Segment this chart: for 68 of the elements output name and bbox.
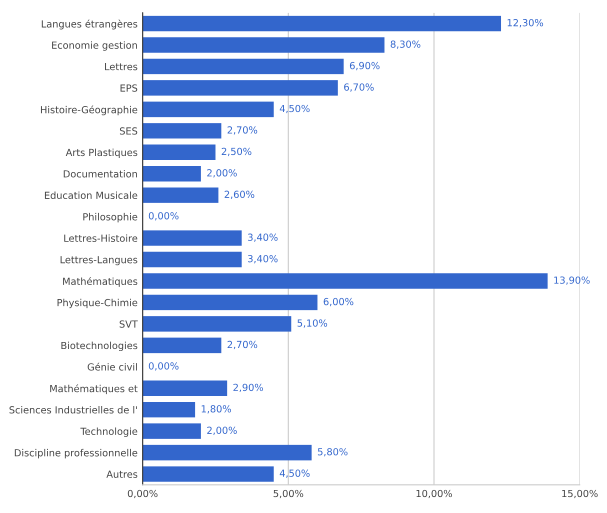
data-label: 4,50% (280, 470, 310, 478)
bar (142, 316, 292, 332)
y-tick-label: Biotechnologies (61, 342, 138, 352)
y-tick-label: Lettres-Langues (60, 256, 138, 266)
data-label: 5,80% (318, 448, 348, 456)
data-label: 5,10% (298, 319, 328, 328)
y-tick-label: Arts Plastiques (66, 148, 138, 158)
y-tick-label: Documentation (64, 170, 137, 178)
data-label: 4,50% (280, 104, 310, 114)
bar (142, 444, 312, 460)
y-tick-label: SES (120, 127, 138, 135)
y-tick-label: Autres (106, 470, 138, 478)
y-tick-label: Mathématiques et (50, 384, 138, 394)
data-label: 6,70% (344, 83, 374, 92)
bar (142, 166, 201, 182)
bar (142, 16, 502, 32)
bar (142, 58, 344, 74)
y-tick-label: SVT (120, 320, 138, 328)
data-label: 2,70% (228, 340, 258, 350)
bar (142, 423, 201, 439)
y-tick-label: Sciences Industrielles de l' (10, 406, 137, 414)
bar (142, 102, 274, 118)
data-label: 2,60% (224, 190, 254, 199)
data-label: 12,30% (508, 19, 544, 28)
y-tick-label: Economie gestion (52, 41, 137, 51)
y-tick-label: Technologie (80, 427, 138, 437)
data-label: 3,40% (248, 255, 278, 264)
x-tick-label: 15,00% (562, 490, 598, 498)
y-tick-label: Philosophie (83, 212, 138, 222)
data-label: 6,00% (324, 298, 354, 306)
y-tick-label: Education Musicale (44, 191, 138, 200)
bar (142, 466, 274, 482)
x-tick-label: 10,00% (416, 490, 452, 498)
y-tick-label: Lettres-Histoire (64, 234, 138, 242)
data-label: 0,00% (148, 362, 179, 371)
data-label: 1,80% (202, 405, 231, 414)
y-tick-label: EPS (120, 84, 138, 92)
bar (142, 230, 242, 246)
bar (142, 144, 216, 160)
data-label: 0,00% (148, 212, 179, 220)
y-tick-label: Génie civil (88, 362, 137, 371)
bar (142, 80, 338, 96)
bar (142, 187, 218, 203)
data-label: 2,70% (228, 126, 258, 135)
bar (142, 380, 228, 396)
data-label: 2,90% (233, 384, 264, 392)
y-tick-label: Histoire-Géographie (40, 105, 138, 116)
data-label: 8,30% (390, 40, 420, 49)
bar (142, 402, 196, 418)
x-tick-label: 5,00% (274, 490, 304, 498)
bar (142, 123, 222, 139)
data-label: 3,40% (248, 234, 278, 242)
bar (142, 37, 384, 53)
bar (142, 294, 318, 310)
data-label: 13,90% (554, 276, 590, 285)
data-label: 6,90% (350, 62, 380, 70)
y-tick-label: Physique-Chimie (58, 298, 138, 308)
y-tick-label: Langues étrangères (42, 20, 138, 30)
data-label: 2,50% (222, 148, 252, 156)
bar (142, 252, 242, 268)
bar (142, 273, 548, 289)
data-label: 2,00% (207, 169, 237, 178)
bar (142, 338, 222, 354)
x-tick-label: 0,00% (128, 490, 158, 498)
y-tick-label: Discipline professionnelle (14, 448, 138, 458)
data-label: 2,00% (207, 426, 237, 435)
y-tick-label: Lettres (105, 63, 138, 70)
y-tick-label: Mathématiques (63, 277, 138, 287)
